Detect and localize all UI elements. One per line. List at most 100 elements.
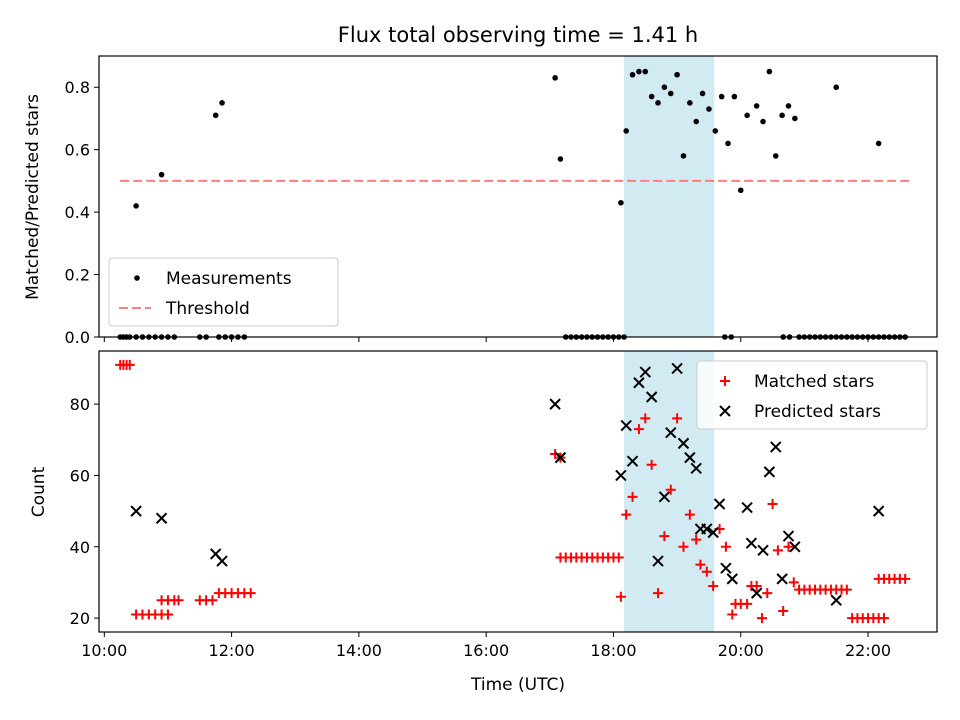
legend-label: Measurements: [166, 269, 292, 289]
matched-stars-point: [691, 534, 702, 545]
measurements-point: [642, 68, 649, 75]
measurements-point: [712, 128, 719, 134]
y-tick-label: 0.8: [65, 78, 90, 97]
predicted-stars-point: [720, 562, 732, 574]
plot-frame: [98, 55, 938, 338]
y-tick-label: 0.6: [65, 141, 90, 160]
measurements-point: [753, 103, 760, 109]
matched-stars-point: [678, 541, 689, 552]
predicted-stars-point: [713, 498, 726, 510]
x-tick-label: 16:00: [463, 641, 509, 660]
y-tick-label: 20: [70, 609, 90, 628]
measurements-point: [760, 118, 766, 125]
predicted-stars-point: [626, 455, 639, 467]
measurements-point: [674, 71, 680, 78]
matched-stars-point: [900, 573, 911, 584]
predicted-stars-point: [830, 594, 842, 606]
predicted-stars-point: [776, 573, 788, 585]
legend-label: Threshold: [165, 299, 250, 319]
predicted-stars-point: [757, 544, 769, 557]
predicted-stars-point: [671, 362, 683, 375]
x-tick-label: 10:00: [81, 641, 127, 660]
predicted-stars-point: [782, 530, 795, 542]
measurements-point: [687, 100, 693, 106]
measurements-point: [718, 93, 725, 100]
matched-stars-point: [708, 580, 719, 591]
predicted-stars-point: [684, 451, 696, 464]
measurements-point: [212, 112, 219, 119]
y-tick-label: 60: [70, 466, 90, 485]
predicted-stars-point: [216, 555, 228, 567]
measurements-point: [875, 140, 882, 147]
measurements-point: [219, 100, 225, 106]
measurements-point: [667, 90, 674, 97]
matched-stars-point: [640, 413, 651, 424]
matched-stars-point: [695, 559, 706, 570]
measurements-point: [731, 93, 738, 100]
measurements-point: [779, 112, 785, 119]
measurements-point: [706, 106, 712, 112]
x-tick-label: 22:00: [845, 641, 891, 660]
matched-stars-point: [756, 613, 767, 624]
matched-stars-point: [207, 595, 218, 606]
matched-stars-point: [788, 577, 799, 588]
y-tick-label: 80: [70, 395, 90, 414]
measurements-point: [744, 112, 750, 119]
measurements-point: [792, 115, 798, 122]
measurements-point: [655, 100, 661, 106]
measurements-point: [693, 118, 700, 125]
predicted-stars-point: [658, 491, 671, 503]
matched-stars-point: [621, 509, 632, 520]
y-tick-label: 0.2: [65, 266, 90, 285]
x-tick-label: 14:00: [336, 641, 382, 660]
measurements-point: [833, 84, 840, 91]
predicted-stars-point: [130, 505, 142, 517]
predicted-stars-point: [745, 537, 758, 549]
x-tick-label: 20:00: [718, 641, 764, 660]
matched-stars-point: [684, 509, 695, 520]
measurements-point: [133, 203, 139, 209]
predicted-stars-point: [741, 501, 753, 514]
measurements-point: [737, 187, 744, 194]
legend-box: [696, 360, 928, 430]
measurements-point: [158, 171, 165, 178]
matched-stars-point: [646, 459, 657, 470]
matched-stars-point: [878, 613, 889, 624]
legend-marker: [719, 405, 731, 417]
top-panel: 0.0 0.2 0.4 0.6 0.8 Measurements Threshold: [65, 55, 938, 347]
matched-stars-point: [672, 413, 683, 424]
measurements-point: [623, 128, 629, 134]
measurements-point: [772, 153, 779, 159]
matched-stars-point: [162, 609, 173, 620]
legend: Measurements Threshold: [108, 257, 339, 327]
highlight-span: [624, 56, 715, 337]
matched-stars-point: [742, 598, 753, 609]
predicted-stars-point: [633, 377, 645, 389]
y-tick-label: 0.0: [65, 328, 90, 347]
matched-stars-point: [841, 584, 852, 595]
predicted-stars-point: [707, 526, 719, 539]
matched-stars-point: [245, 588, 256, 599]
bottom-y-axis-label: Count: [29, 466, 49, 517]
matched-stars-point: [173, 595, 184, 606]
predicted-stars-point: [554, 451, 567, 464]
predicted-stars-point: [750, 587, 763, 599]
predicted-stars-point: [690, 462, 702, 475]
matched-stars-point: [701, 566, 712, 577]
predicted-stars-point: [665, 426, 677, 439]
measurements-point: [699, 90, 706, 97]
predicted-stars-point: [549, 398, 561, 410]
legend: Matched stars Predicted stars: [696, 360, 928, 430]
plot-frame: [98, 350, 938, 633]
matched-stars-point: [727, 609, 738, 620]
legend-marker: [134, 275, 140, 281]
x-tick-label: 12:00: [209, 641, 255, 660]
matched-stars-point: [615, 591, 626, 602]
measurements-point: [636, 68, 642, 75]
predicted-stars-point: [615, 469, 627, 482]
predicted-stars-point: [726, 573, 738, 585]
matched-stars-point: [659, 531, 670, 542]
measurements-point: [785, 103, 792, 109]
